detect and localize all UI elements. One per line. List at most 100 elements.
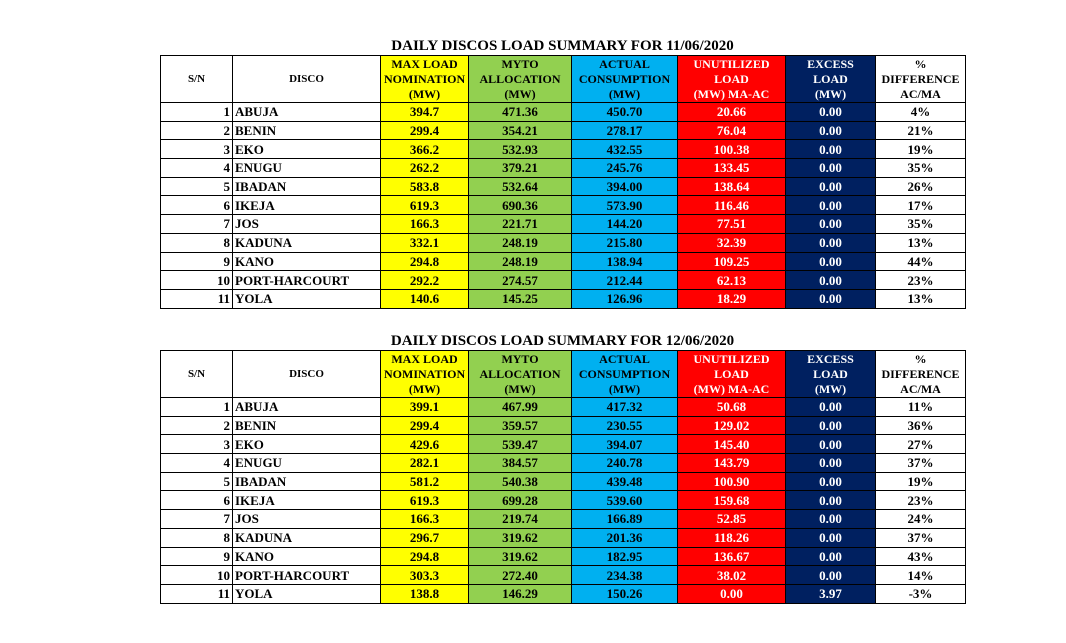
cell: 248.19 xyxy=(468,251,572,272)
header-line: NOMINATION xyxy=(384,366,466,381)
cell: 215.80 xyxy=(571,232,678,253)
cell: 129.02 xyxy=(677,415,786,436)
header-line: S/N xyxy=(187,367,206,380)
cell: 0.00 xyxy=(785,251,876,272)
cell: IBADAN xyxy=(232,176,381,197)
cell: 77.51 xyxy=(677,214,786,234)
header-line: LOAD xyxy=(813,71,848,86)
cell: 394.00 xyxy=(571,176,678,197)
cell: 450.70 xyxy=(571,102,678,122)
cell: 0.00 xyxy=(785,490,876,511)
cell: 150.26 xyxy=(571,583,678,604)
cell: 37% xyxy=(875,527,966,548)
cell: 138.8 xyxy=(380,583,469,604)
cell: BENIN xyxy=(232,415,381,436)
cell: 21% xyxy=(875,120,966,141)
cell: 274.57 xyxy=(468,270,572,290)
header-line: (MW) xyxy=(814,381,847,396)
header-line: ALLOCATION xyxy=(479,71,561,86)
header-line: % xyxy=(914,351,927,366)
cell: 429.6 xyxy=(380,434,469,455)
cell: 0.00 xyxy=(785,288,876,309)
cell: 319.62 xyxy=(468,527,572,548)
cell: 201.36 xyxy=(571,527,678,548)
cell: 6 xyxy=(160,490,233,511)
header-row: S/N DISCO MAX LOAD NOMINATION (MW) MYTO ALLOCA… xyxy=(160,55,966,103)
cell: 619.3 xyxy=(380,195,469,216)
cell: 366.2 xyxy=(380,139,469,160)
header-line: (MW) xyxy=(408,86,441,101)
cell: 467.99 xyxy=(468,397,572,417)
cell: 359.57 xyxy=(468,415,572,436)
cell: 138.94 xyxy=(571,251,678,272)
cell: 109.25 xyxy=(677,251,786,272)
cell: 0.00 xyxy=(677,583,786,604)
cell: IKEJA xyxy=(232,195,381,216)
cell: 699.28 xyxy=(468,490,572,511)
cell: PORT-HARCOURT xyxy=(232,270,381,290)
data-row: 2 BENIN 299.4 354.21 278.17 76.04 0.00 21% xyxy=(160,120,966,141)
cell: 319.62 xyxy=(468,546,572,567)
cell: 0.00 xyxy=(785,565,876,585)
cell: 10 xyxy=(160,270,233,290)
cell: ABUJA xyxy=(232,102,381,122)
cell: 0.00 xyxy=(785,214,876,234)
header-cell: % DIFFERENCE AC/MA xyxy=(875,55,966,103)
cell: 166.3 xyxy=(380,214,469,234)
header-cell: S/N xyxy=(160,350,233,398)
header-line: AC/MA xyxy=(900,86,941,101)
header-line: MAX LOAD xyxy=(391,56,458,71)
cell: 26% xyxy=(875,176,966,197)
cell: 23% xyxy=(875,490,966,511)
cell: -3% xyxy=(875,583,966,604)
cell: 35% xyxy=(875,214,966,234)
cell: 11 xyxy=(160,583,233,604)
cell: 9 xyxy=(160,251,233,272)
cell: 27% xyxy=(875,434,966,455)
cell: 0.00 xyxy=(785,139,876,160)
header-line: DIFFERENCE xyxy=(881,366,960,381)
cell: 540.38 xyxy=(468,471,572,492)
header-line: LOAD xyxy=(714,366,749,381)
header-line: (MW) xyxy=(814,86,847,101)
cell: 532.64 xyxy=(468,176,572,197)
cell: 0.00 xyxy=(785,434,876,455)
header-line: CONSUMPTION xyxy=(578,71,671,86)
header-line: MYTO xyxy=(501,56,539,71)
cell: 23% xyxy=(875,270,966,290)
cell: 138.64 xyxy=(677,176,786,197)
header-line: (MW) MA-AC xyxy=(693,381,770,396)
header-line: S/N xyxy=(187,72,206,85)
data-row: 3 EKO 429.6 539.47 394.07 145.40 0.00 27% xyxy=(160,434,966,455)
data-row: 10 PORT-HARCOURT 292.2 274.57 212.44 62.13 0.0… xyxy=(160,270,966,290)
cell: 52.85 xyxy=(677,509,786,529)
cell: 159.68 xyxy=(677,490,786,511)
cell: 1 xyxy=(160,102,233,122)
cell: JOS xyxy=(232,509,381,529)
cell: JOS xyxy=(232,214,381,234)
cell: 278.17 xyxy=(571,120,678,141)
cell: 143.79 xyxy=(677,453,786,473)
cell: 8 xyxy=(160,232,233,253)
table-title: DAILY DISCOS LOAD SUMMARY FOR 12/06/2020 xyxy=(390,333,735,349)
table-block: DAILY DISCOS LOAD SUMMARY FOR 11/06/2020… xyxy=(160,38,966,309)
cell: 11 xyxy=(160,288,233,309)
cell: 7 xyxy=(160,509,233,529)
cell: 581.2 xyxy=(380,471,469,492)
header-cell: ACTUAL CONSUMPTION (MW) xyxy=(571,350,678,398)
cell: 140.6 xyxy=(380,288,469,309)
header-line: AC/MA xyxy=(900,381,941,396)
cell: 13% xyxy=(875,288,966,309)
header-line: MYTO xyxy=(501,351,539,366)
cell: KADUNA xyxy=(232,232,381,253)
data-row: 11 YOLA 138.8 146.29 150.26 0.00 3.97 -3% xyxy=(160,583,966,604)
cell: 0.00 xyxy=(785,527,876,548)
header-cell: UNUTILIZED LOAD (MW) MA-AC xyxy=(677,350,786,398)
header-cell: MAX LOAD NOMINATION (MW) xyxy=(380,350,469,398)
cell: 5 xyxy=(160,471,233,492)
header-line: (MW) xyxy=(608,381,641,396)
cell: 583.8 xyxy=(380,176,469,197)
cell: 19% xyxy=(875,139,966,160)
cell: 3 xyxy=(160,139,233,160)
cell: 0.00 xyxy=(785,397,876,417)
